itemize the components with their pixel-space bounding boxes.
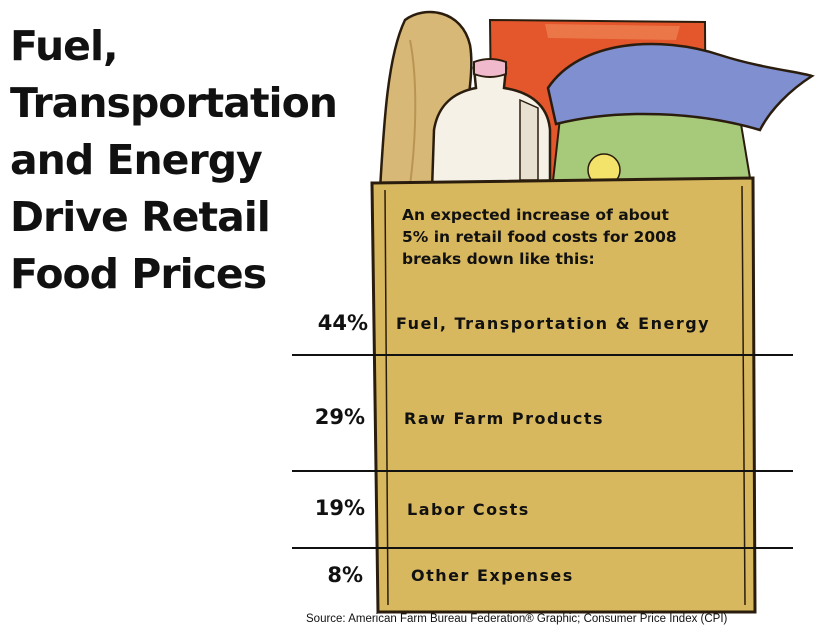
title-line: Food Prices (10, 250, 267, 298)
value-label: 8% (327, 563, 363, 587)
page-title: Fuel, Transportation and Energy Drive Re… (10, 18, 370, 303)
category-label: Fuel, Transportation & Energy (396, 314, 711, 333)
title-line: and Energy (10, 136, 263, 184)
value-label: 44% (317, 311, 368, 335)
title-line: Transportation (10, 79, 338, 127)
category-label: Labor Costs (407, 500, 530, 519)
title-line: Fuel, (10, 22, 119, 70)
title-line: Drive Retail (10, 193, 271, 241)
value-label: 19% (314, 496, 365, 520)
intro-line: An expected increase of about (402, 206, 669, 224)
source-note: Source: American Farm Bureau Federation®… (306, 613, 728, 625)
paper-bag (370, 176, 757, 614)
intro-line: breaks down like this: (402, 250, 595, 268)
produce-sack-icon (546, 42, 815, 191)
category-label: Other Expenses (411, 566, 574, 585)
category-label: Raw Farm Products (404, 409, 604, 428)
intro-line: 5% in retail food costs for 2008 (402, 228, 677, 246)
value-label: 29% (314, 405, 365, 429)
intro-text: An expected increase of about 5% in reta… (402, 204, 732, 270)
